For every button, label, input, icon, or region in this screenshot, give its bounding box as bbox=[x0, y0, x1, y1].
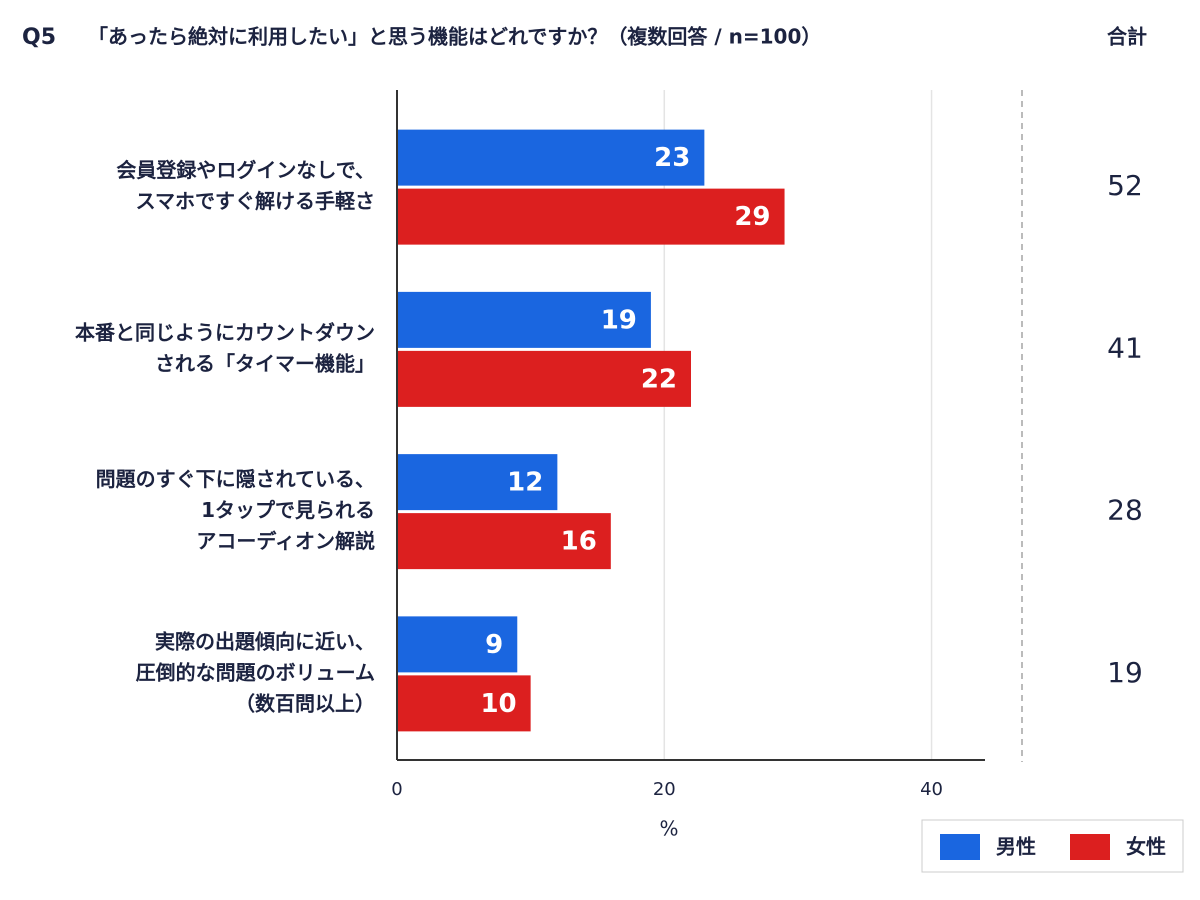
category-label: 圧倒的な問題のボリューム bbox=[136, 660, 375, 684]
value-label: 9 bbox=[485, 630, 503, 660]
chart-title: 「あったら絶対に利用したい」と思う機能はどれですか？（複数回答 / n=100） bbox=[88, 25, 821, 49]
total-value: 19 bbox=[1107, 656, 1143, 689]
value-label: 22 bbox=[641, 364, 677, 394]
total-value: 41 bbox=[1107, 331, 1143, 364]
value-label: 12 bbox=[507, 468, 543, 498]
value-label: 19 bbox=[601, 305, 637, 335]
bar bbox=[397, 513, 611, 570]
bar bbox=[397, 675, 531, 732]
total-value: 52 bbox=[1107, 169, 1143, 202]
legend-label: 女性 bbox=[1126, 835, 1166, 859]
x-axis-label: % bbox=[659, 817, 678, 841]
bar bbox=[397, 616, 518, 673]
legend-swatch bbox=[1070, 834, 1110, 860]
category-label: 1タップで見られる bbox=[201, 498, 375, 522]
bar bbox=[397, 129, 705, 186]
x-tick-label: 20 bbox=[653, 779, 676, 800]
x-tick-label: 40 bbox=[920, 779, 943, 800]
totals-header: 合計 bbox=[1107, 25, 1147, 49]
value-label: 29 bbox=[734, 202, 770, 232]
bar bbox=[397, 454, 558, 511]
category-label: スマホですぐ解ける手軽さ bbox=[136, 189, 375, 213]
bar bbox=[397, 291, 651, 348]
category-label: 問題のすぐ下に隠されている、 bbox=[96, 467, 375, 491]
category-label: 実際の出題傾向に近い、 bbox=[155, 629, 375, 653]
category-label: アコーディオン解説 bbox=[196, 529, 375, 553]
category-label: される「タイマー機能」 bbox=[155, 351, 375, 375]
bar bbox=[397, 188, 785, 245]
value-label: 23 bbox=[654, 143, 690, 173]
category-label: 本番と同じようにカウントダウン bbox=[75, 320, 375, 344]
legend-label: 男性 bbox=[996, 835, 1036, 859]
category-label: （数百問以上） bbox=[235, 691, 375, 715]
legend-swatch bbox=[940, 834, 980, 860]
question-number: Q5 bbox=[22, 25, 56, 50]
total-value: 28 bbox=[1107, 494, 1143, 527]
category-label: 会員登録やログインなしで、 bbox=[116, 158, 375, 182]
bar bbox=[397, 350, 691, 407]
value-label: 16 bbox=[561, 527, 597, 557]
x-tick-label: 0 bbox=[391, 779, 402, 800]
value-label: 10 bbox=[480, 689, 516, 719]
